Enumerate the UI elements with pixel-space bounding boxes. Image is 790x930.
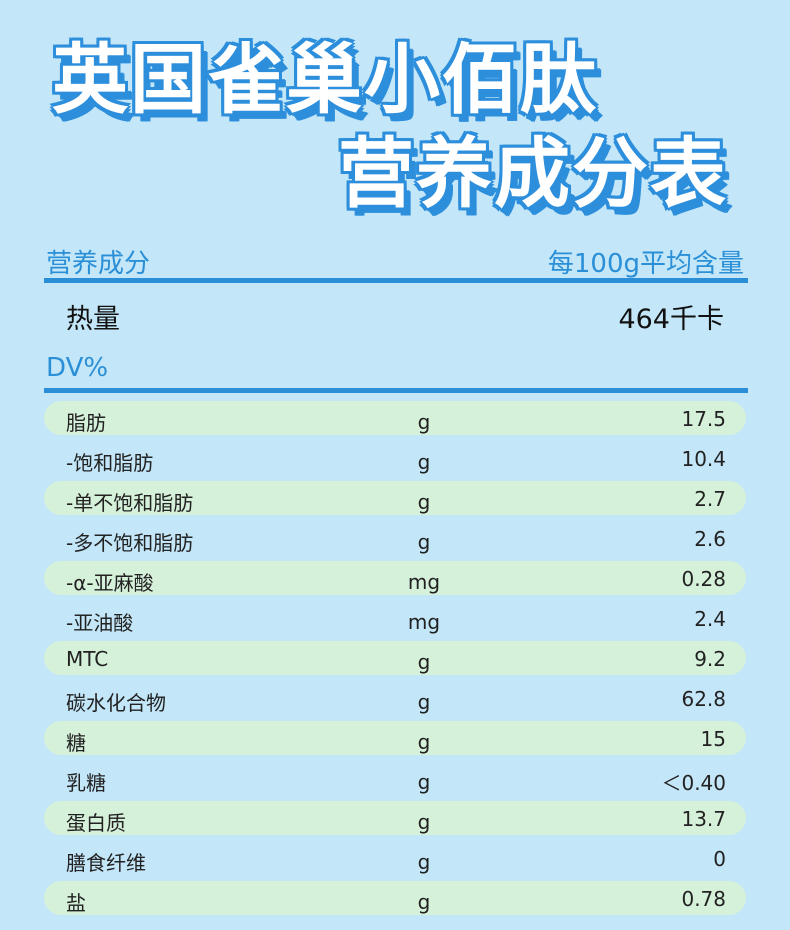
nutrient-unit: mg <box>407 570 441 594</box>
header-nutrient: 营养成分 <box>46 249 151 279</box>
nutrient-unit: g <box>417 410 431 434</box>
table-row: 糖 g 15 <box>44 721 746 755</box>
energy-value: 464千卡 <box>618 304 724 335</box>
nutrient-name: 碳水化合物 <box>66 691 166 715</box>
header-per-100g: 每100g平均含量 <box>547 249 744 279</box>
dv-label: DV% <box>46 353 109 383</box>
nutrient-unit: g <box>417 530 431 554</box>
nutrient-value: 62.8 <box>681 687 726 711</box>
nutrient-name: -多不饱和脂肪 <box>66 531 194 555</box>
title-line-2: 营养成分表 <box>338 129 728 218</box>
nutrient-unit: g <box>417 890 431 914</box>
nutrient-name: -单不饱和脂肪 <box>66 491 194 515</box>
nutrient-value: 17.5 <box>681 407 726 431</box>
nutrient-name: 蛋白质 <box>66 811 126 835</box>
table-row: 脂肪 g 17.5 <box>44 401 746 435</box>
table-row: -α-亚麻酸 mg 0.28 <box>44 561 746 595</box>
nutrient-value: 2.6 <box>694 527 726 551</box>
nutrient-name: 乳糖 <box>66 771 106 795</box>
table-row: -亚油酸 mg 2.4 <box>44 601 746 635</box>
nutrient-unit: g <box>417 810 431 834</box>
table-row: 盐 g 0.78 <box>44 881 746 915</box>
nutrient-unit: g <box>417 490 431 514</box>
table-row: MTC g 9.2 <box>44 641 746 675</box>
nutrient-name: -饱和脂肪 <box>66 451 154 475</box>
energy-label: 热量 <box>66 304 120 335</box>
nutrient-name: 脂肪 <box>66 411 106 435</box>
nutrient-value: 2.4 <box>694 607 726 631</box>
nutrient-unit: g <box>417 730 431 754</box>
nutrient-value: 2.7 <box>694 487 726 511</box>
nutrient-unit: g <box>417 650 431 674</box>
table-row: 碳水化合物 g 62.8 <box>44 681 746 715</box>
table-row: -饱和脂肪 g 10.4 <box>44 441 746 475</box>
table-row: 膳食纤维 g 0 <box>44 841 746 875</box>
title-line-1: 英国雀巢小佰肽 <box>52 35 598 124</box>
nutrient-unit: g <box>417 690 431 714</box>
divider <box>44 278 748 283</box>
nutrient-value: ＜0.40 <box>661 771 726 795</box>
nutrient-value: 10.4 <box>681 447 726 471</box>
nutrient-name: 盐 <box>66 891 86 915</box>
nutrient-name: MTC <box>66 647 109 671</box>
divider <box>44 388 748 393</box>
nutrient-name: -α-亚麻酸 <box>66 571 154 595</box>
nutrient-name: 膳食纤维 <box>66 851 146 875</box>
nutrient-value: 0.78 <box>681 887 726 911</box>
nutrient-value: 15 <box>700 727 726 751</box>
nutrient-value: 13.7 <box>681 807 726 831</box>
nutrient-name: -亚油酸 <box>66 611 134 635</box>
nutrient-unit: g <box>417 450 431 474</box>
nutrient-value: 0 <box>713 847 726 871</box>
table-row: -多不饱和脂肪 g 2.6 <box>44 521 746 555</box>
nutrient-unit: g <box>417 850 431 874</box>
nutrient-unit: mg <box>407 610 441 634</box>
table-row: 乳糖 g ＜0.40 <box>44 761 746 795</box>
nutrient-value: 9.2 <box>694 647 726 671</box>
table-row: -单不饱和脂肪 g 2.7 <box>44 481 746 515</box>
table-row: 蛋白质 g 13.7 <box>44 801 746 835</box>
nutrient-unit: g <box>417 770 431 794</box>
nutrient-value: 0.28 <box>681 567 726 591</box>
nutrient-name: 糖 <box>66 731 86 755</box>
